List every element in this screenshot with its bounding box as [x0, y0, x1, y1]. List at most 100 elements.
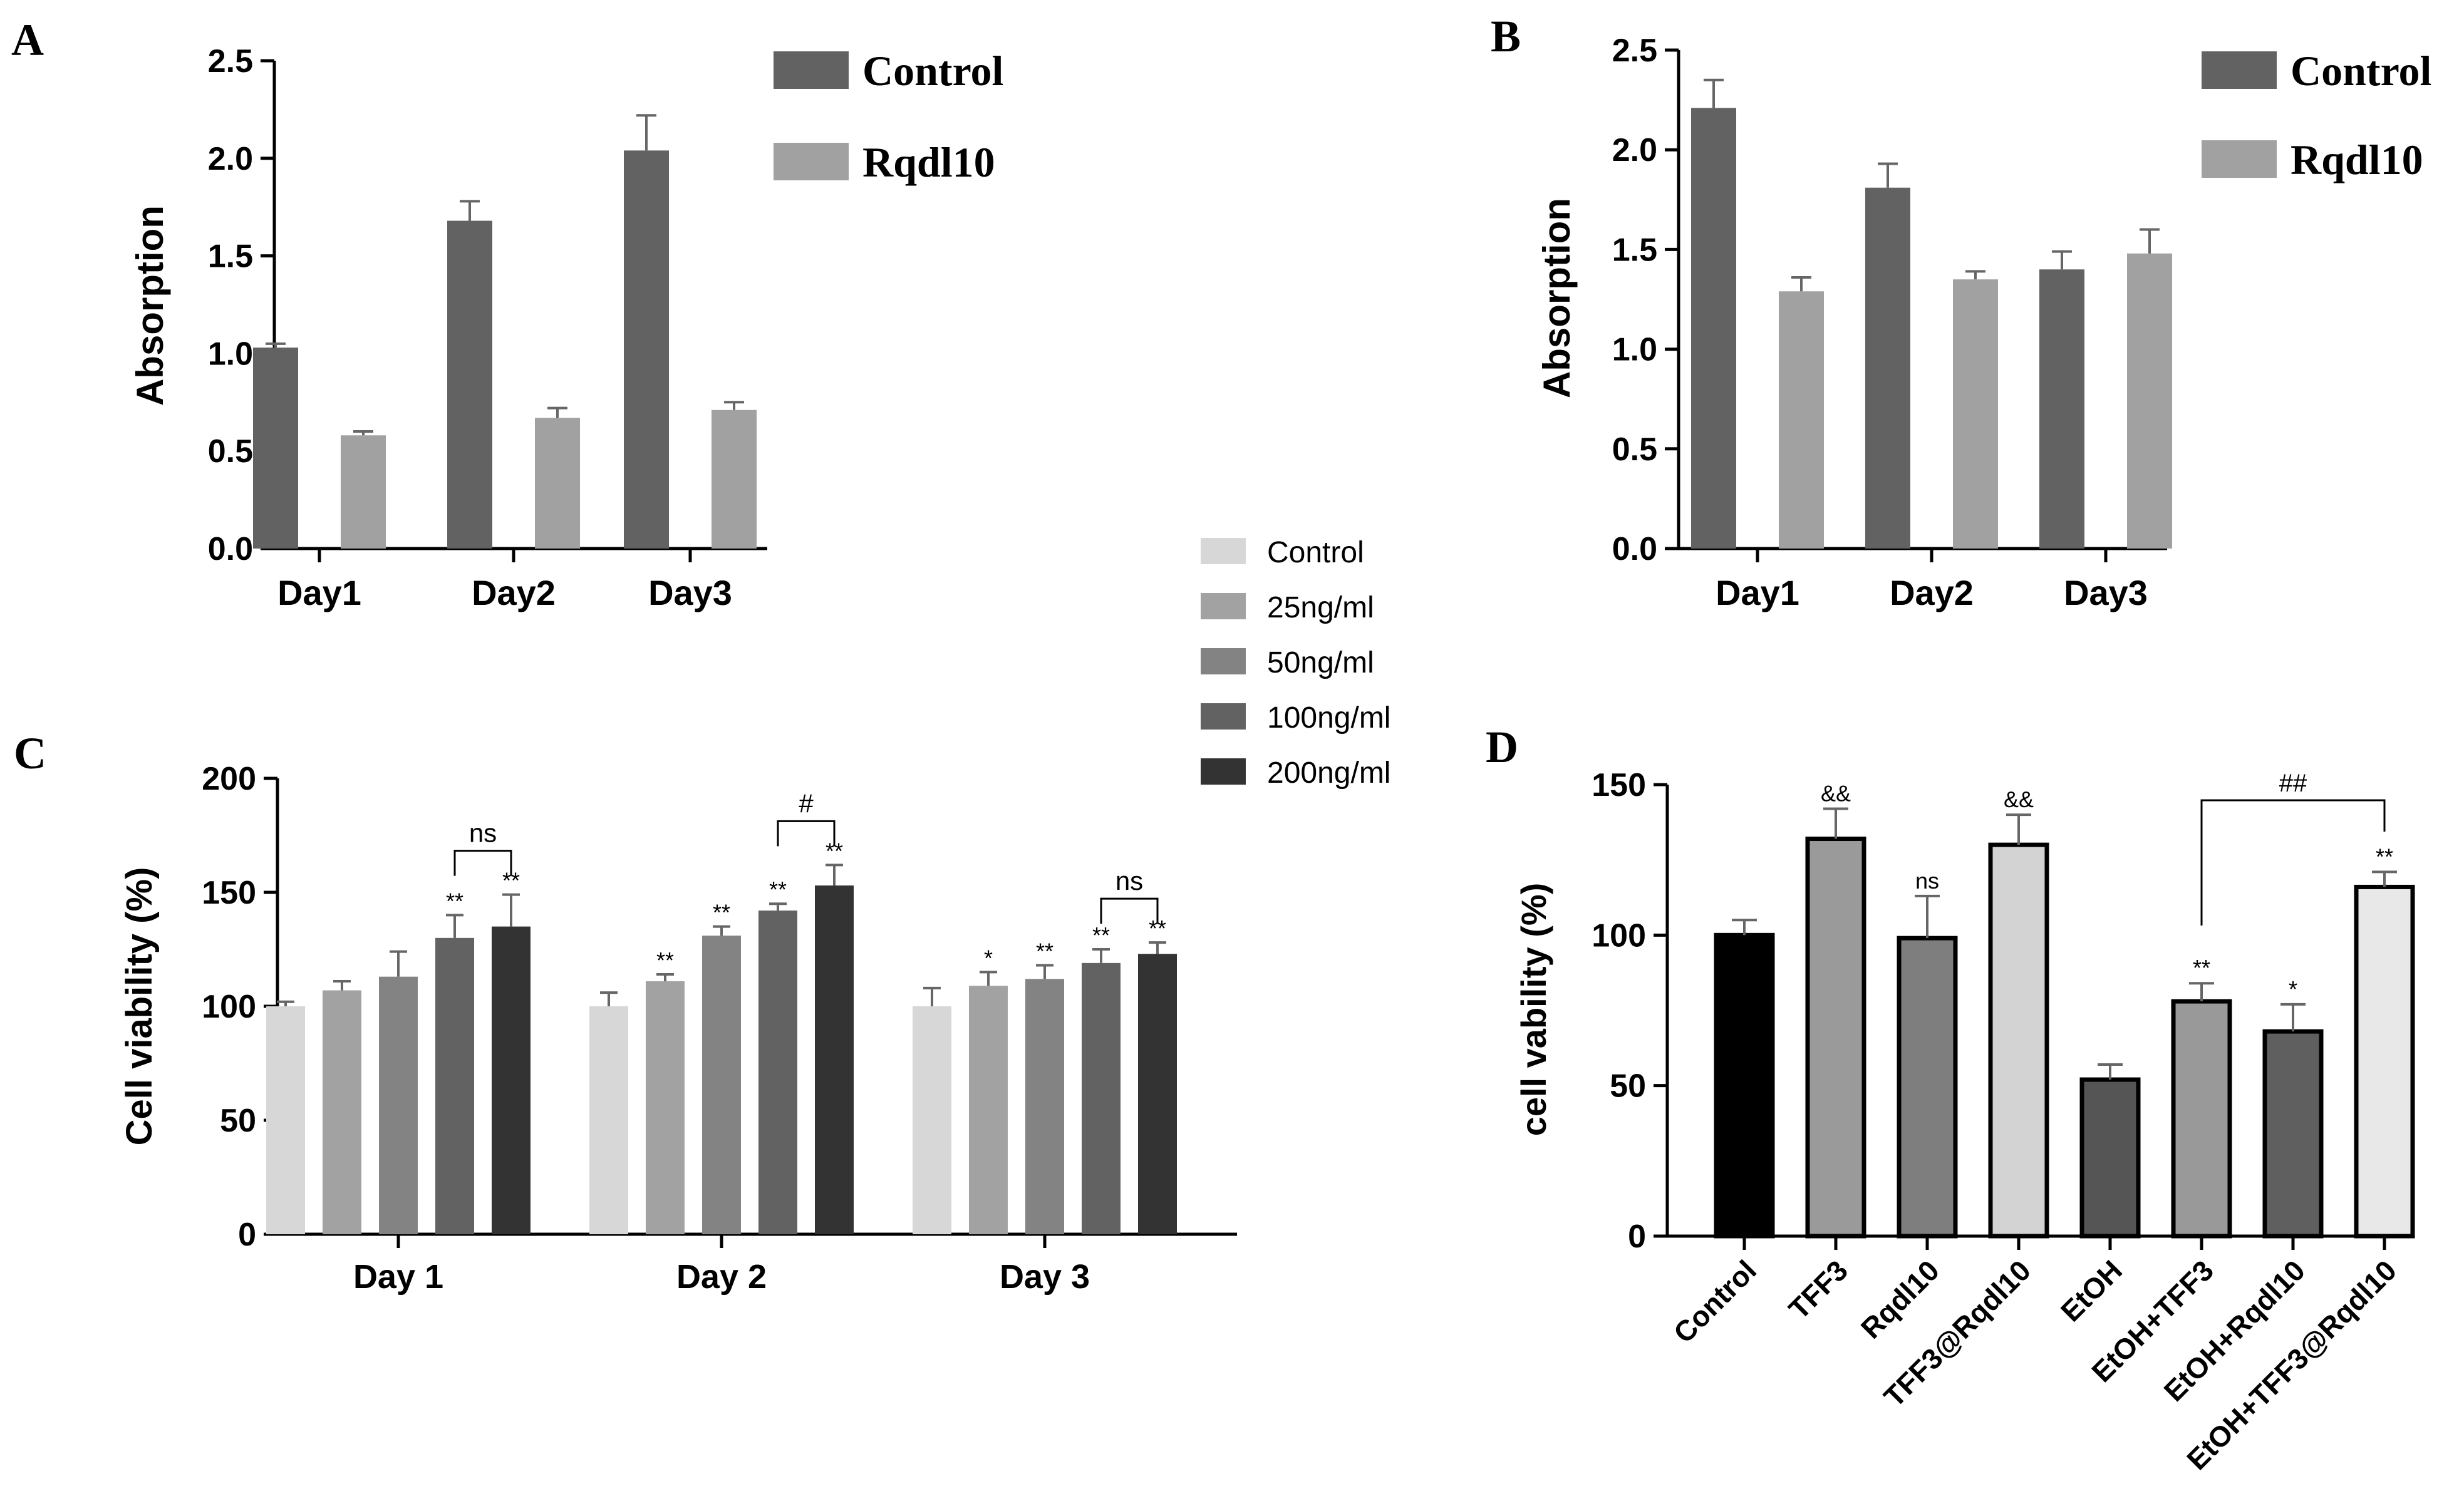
bar: [2171, 999, 2232, 1239]
bar: [435, 937, 474, 1234]
y-tick-label: 50: [220, 1103, 256, 1139]
legend-swatch: [774, 143, 849, 180]
bar: [1953, 279, 1998, 549]
bar: [1082, 962, 1121, 1234]
panel-label: B: [1491, 11, 1521, 61]
significance-marker: **: [2193, 955, 2210, 981]
significance-marker: **: [656, 947, 674, 973]
bar: [1691, 108, 1736, 549]
bar: [2354, 884, 2415, 1239]
significance-marker: **: [2376, 843, 2393, 869]
chart-panel-a: A 0.0 0.5 1.0 1.5 2.0 2.5 Absorption Day1 Day2 Day…: [11, 15, 1003, 612]
y-tick-label: 0: [1628, 1219, 1646, 1255]
y-tick-label: 150: [1592, 767, 1646, 803]
bar: [646, 981, 685, 1234]
legend-swatch: [2202, 51, 2277, 89]
bracket-label: ns: [469, 818, 497, 848]
bar: [2039, 269, 2084, 549]
bar: [913, 1006, 951, 1234]
legend-label: Rqdl10: [862, 138, 995, 186]
y-tick-label: 1.0: [1612, 332, 1657, 368]
bar: [379, 976, 418, 1234]
bar: [2079, 1077, 2141, 1239]
bracket-label: #: [799, 788, 814, 818]
bracket-label: ##: [2279, 770, 2307, 797]
significance-marker: **: [1036, 938, 1053, 964]
legend-label: Control: [862, 47, 1003, 95]
legend-label: 100ng/ml: [1267, 701, 1390, 735]
bar: [1865, 187, 1910, 549]
significance-marker: **: [713, 900, 730, 926]
significance-marker: *: [984, 945, 993, 971]
y-tick-label: 2.0: [1612, 132, 1657, 168]
bar: [712, 410, 757, 549]
legend-label: 200ng/ml: [1267, 756, 1390, 790]
bar: [253, 348, 298, 549]
x-tick-label: Day1: [277, 573, 361, 612]
y-axis-title: cell vability (%): [1514, 883, 1553, 1137]
panel-label: A: [11, 15, 44, 65]
y-axis-title: Cell viability (%): [119, 867, 160, 1146]
bar: [702, 936, 741, 1234]
x-tick-label: Day3: [648, 573, 732, 612]
panel-label: C: [14, 728, 46, 778]
bar: [492, 926, 531, 1234]
y-tick-label: 0.5: [1612, 431, 1657, 468]
bar: [535, 418, 580, 549]
bar: [624, 150, 669, 549]
x-tick-label: Day3: [2064, 573, 2148, 612]
bar: [1025, 979, 1064, 1234]
y-tick-label: 100: [202, 989, 256, 1025]
bar: [1897, 936, 1958, 1239]
y-tick-label: 100: [1592, 917, 1646, 954]
significance-marker: *: [2289, 976, 2297, 1002]
bracket-label: ns: [1116, 866, 1143, 895]
legend-swatch: [2202, 140, 2277, 178]
x-tick-label: Day 1: [353, 1258, 443, 1296]
x-tick-label: Day2: [472, 573, 556, 612]
legend-label: Control: [1267, 536, 1364, 569]
legend-swatch: [1201, 593, 1246, 619]
y-tick-label: 1.5: [208, 239, 253, 275]
significance-marker: &&: [1821, 780, 1851, 806]
y-tick-label: 0.5: [208, 433, 253, 470]
bar: [1988, 842, 2049, 1239]
legend-swatch: [1201, 538, 1246, 564]
significance-marker: **: [1092, 922, 1110, 948]
y-tick-label: 50: [1610, 1068, 1646, 1105]
bar: [758, 910, 797, 1234]
y-tick-label: 2.5: [208, 43, 253, 80]
legend-label: Control: [2291, 47, 2431, 95]
x-tick-label: Day 2: [676, 1258, 767, 1296]
y-tick-label: 2.5: [1612, 33, 1657, 69]
x-tick-label: Day2: [1890, 573, 1974, 612]
bar: [589, 1006, 628, 1234]
x-tick-label: Day 3: [1000, 1258, 1090, 1296]
legend-swatch: [1201, 648, 1246, 674]
y-tick-label: 2.0: [208, 141, 253, 177]
legend-swatch: [1201, 703, 1246, 730]
y-tick-label: 1.5: [1612, 232, 1657, 268]
significance-marker: **: [446, 888, 463, 914]
legend-swatch: [774, 51, 849, 89]
significance-bracket: [777, 820, 836, 847]
y-tick-label: 0.0: [1612, 531, 1657, 567]
panel-label: D: [1486, 722, 1518, 772]
bar: [1138, 954, 1177, 1234]
y-tick-label: 0: [238, 1217, 256, 1253]
bar: [266, 1006, 305, 1234]
legend-label: 25ng/ml: [1267, 591, 1374, 624]
chart-panel-b: B 0.0 0.5 1.0 1.5 2.0 2.5 Absorption Day1 Day2 Day…: [1491, 11, 2431, 612]
bar: [2127, 253, 2172, 549]
significance-bracket: [1100, 897, 1159, 924]
legend-swatch: [1201, 758, 1246, 785]
bar: [1779, 291, 1824, 549]
y-tick-label: 0.0: [208, 531, 253, 567]
significance-marker: ns: [1915, 868, 1939, 894]
significance-marker: &&: [2004, 787, 2034, 812]
significance-marker: **: [769, 877, 787, 902]
bar: [815, 885, 854, 1234]
significance-bracket: [2200, 799, 2386, 926]
